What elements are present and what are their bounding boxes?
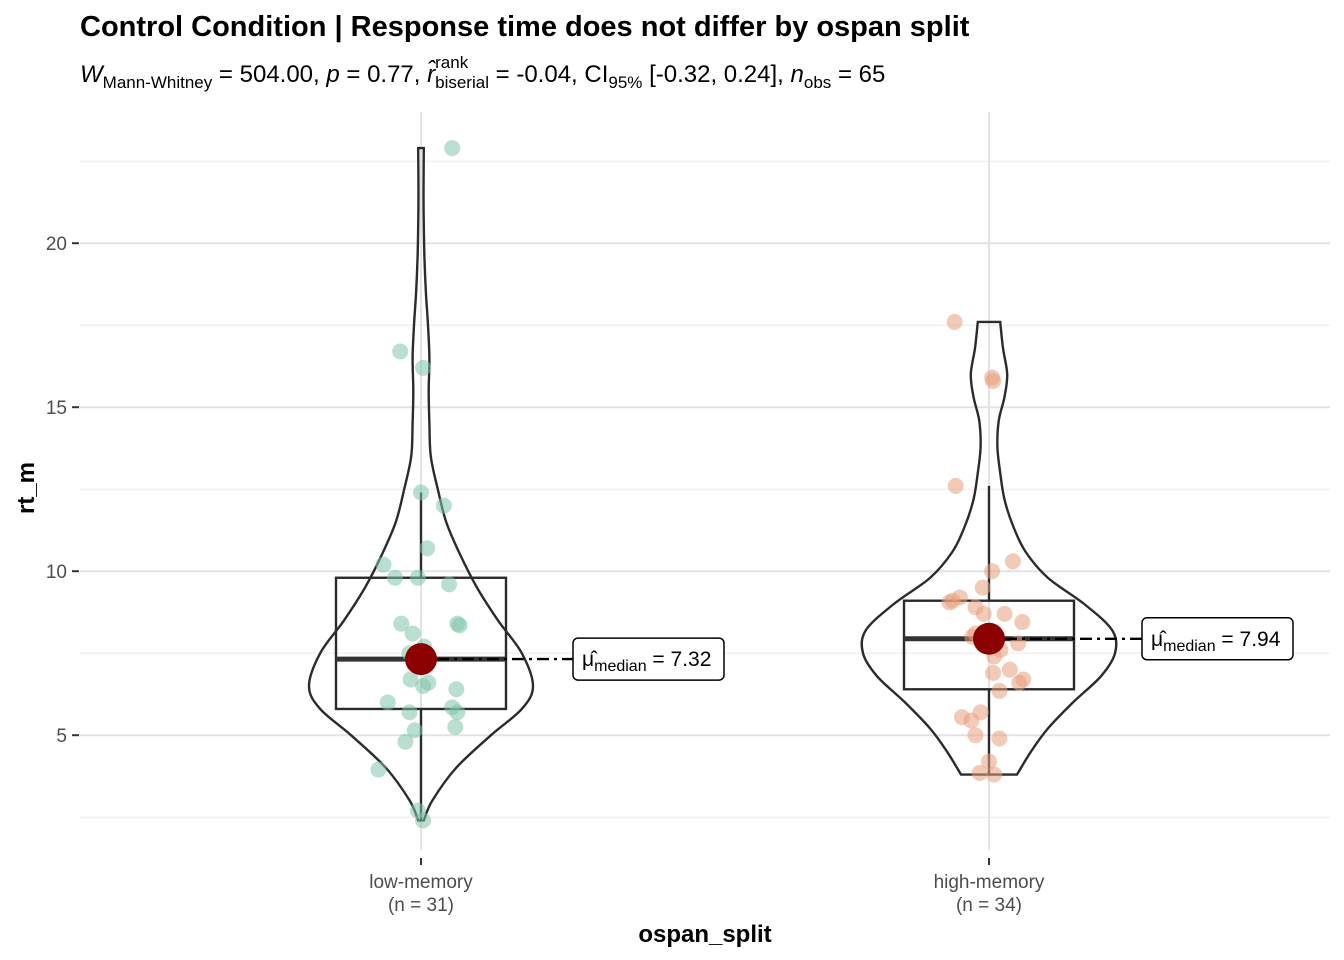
ci-subscript: 95% [608,73,642,92]
data-point [379,694,396,711]
x-axis-title: ospan_split [638,921,771,948]
data-point [941,594,958,611]
data-point [1004,553,1021,570]
median-point [405,643,437,676]
y-tick-label: 5 [56,726,67,747]
r-subscript: biserial [435,73,489,92]
mu-symbol: μ̂ [1151,628,1167,651]
x-tick-count: (n = 31) [388,895,454,916]
data-point [996,605,1013,622]
data-point [413,484,429,501]
median-point [973,622,1005,655]
mu-symbol: μ̂ [582,648,598,671]
data-point [387,569,403,586]
x-tick-label: high-memory [934,872,1045,893]
data-point [985,664,1002,681]
data-point [984,563,1001,580]
r-value: = -0.04, CI [489,61,608,88]
ci-value: [-0.32, 0.24], [642,61,790,88]
data-point [971,764,988,781]
data-point [444,140,461,157]
w-symbol: W [80,61,105,88]
data-point [975,605,992,622]
data-point [1011,674,1028,691]
data-point [1001,661,1018,678]
mu-value: = 7.94 [1216,628,1281,651]
x-tick-count: (n = 34) [956,895,1022,916]
median-label-box [1141,617,1294,661]
data-point [991,730,1008,747]
grid [80,112,1330,850]
r-symbol: r̂ [427,60,436,88]
data-point [967,727,984,744]
y-tick-label: 10 [46,562,67,583]
data-point [392,343,409,360]
data-point [397,733,414,750]
data-point [415,812,432,829]
data-point [415,678,432,694]
y-tick-label: 20 [46,234,67,255]
violin-high-memory [860,320,1118,776]
x-axis: low-memory(n = 31) high-memory(n = 34) [369,858,1045,916]
data-point [974,579,991,596]
mu-subscript: median [594,658,646,675]
w-value: = 504.00, [212,61,326,88]
violin-low-memory [307,146,535,822]
n-symbol: n [791,61,804,88]
median-label: μ̂median = 7.94 [1151,628,1281,655]
n-value: = 65 [831,61,885,88]
r-superscript: rank [435,53,469,72]
data-point [451,617,468,634]
data-point [409,569,426,586]
median-markers: μ̂median = 7.32μ̂median = 7.94 [405,617,1294,681]
median-label: μ̂median = 7.32 [582,648,711,675]
data-point [402,671,419,688]
x-tick-label: low-memory [369,872,473,893]
data-point [447,719,464,735]
data-point [441,576,458,593]
data-point [448,681,465,698]
data-point [415,359,432,376]
data-point [375,556,392,573]
box-high-memory [902,599,1076,691]
data-point [947,477,964,494]
data-point [972,704,989,721]
data-point [406,722,423,739]
y-axis-title: rt_m [13,462,40,514]
data-point [1014,614,1031,631]
data-point [435,497,452,514]
data-point [449,704,466,721]
data-point [370,761,387,778]
data-point [404,625,421,642]
data-point [401,704,418,721]
data-point [991,682,1008,699]
p-symbol: p [325,61,339,88]
y-tick-label: 15 [46,398,67,419]
median-label-box [572,637,725,681]
p-value: = 0.77, [340,61,427,88]
data-point [985,372,1002,389]
chart-subtitle: WMann-Whitney = 504.00, p = 0.77, r̂rank… [80,53,885,92]
data-point [946,313,963,330]
mu-value: = 7.32 [647,648,712,671]
violins [307,146,1118,822]
chart-title: Control Condition | Response time does n… [80,11,970,43]
n-subscript: obs [804,73,831,92]
y-axis: 5 10 15 20 [46,234,79,747]
data-point [393,615,410,632]
data-point [986,766,1003,783]
w-subscript: Mann-Whitney [103,73,213,92]
mu-subscript: median [1163,638,1215,655]
data-point [419,540,436,557]
data-point [981,753,997,770]
